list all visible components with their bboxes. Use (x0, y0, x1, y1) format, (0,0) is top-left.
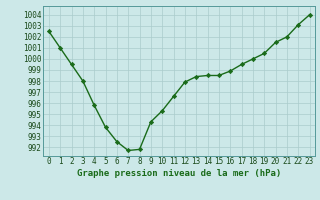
X-axis label: Graphe pression niveau de la mer (hPa): Graphe pression niveau de la mer (hPa) (77, 169, 281, 178)
